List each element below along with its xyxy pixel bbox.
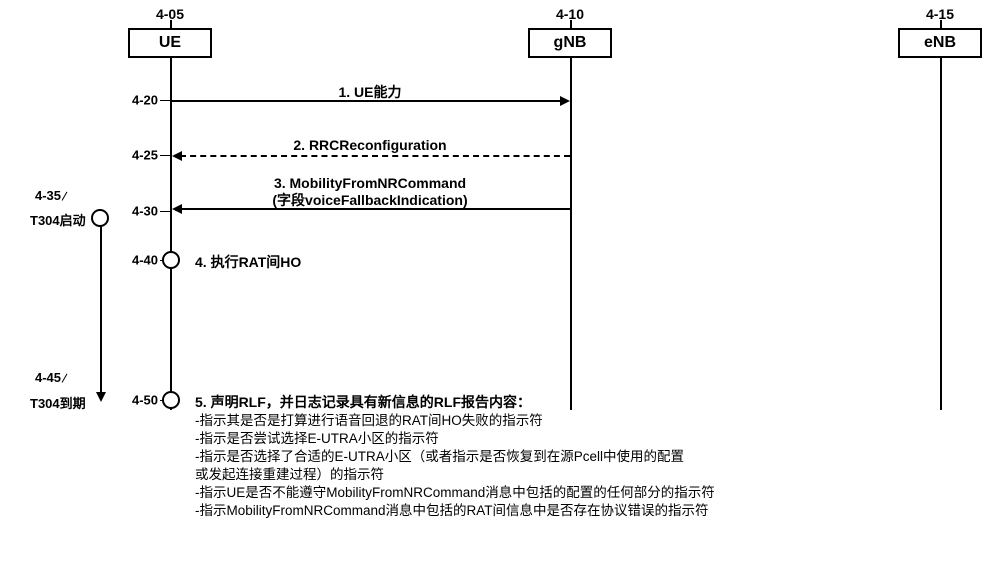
event4-ref: 4-40 [132, 253, 158, 268]
event5-tick [160, 400, 164, 401]
event5-line3: -指示是否选择了合适的E-UTRA小区（或者指示是否恢复到在源Pcell中使用的… [195, 448, 684, 466]
enb-box: eNB [898, 28, 982, 58]
timer-line [100, 226, 102, 392]
msg2-arrow [172, 151, 182, 161]
msg1-ref: 4-20 [132, 93, 158, 108]
msg3-label1: 3. MobilityFromNRCommand [274, 175, 466, 191]
gnb-lifeline [570, 58, 572, 410]
msg2-line [180, 155, 570, 157]
enb-lifeline [940, 58, 942, 410]
event5-line2: -指示是否尝试选择E-UTRA小区的指示符 [195, 430, 439, 448]
msg1-arrow [560, 96, 570, 106]
msg3-line [180, 208, 570, 210]
event5-title: 5. 声明RLF，并日志记录具有新信息的RLF报告内容： [195, 392, 531, 412]
msg3-tick [160, 211, 170, 212]
msg3-arrow [172, 204, 182, 214]
msg1-tick [160, 100, 170, 101]
ue-box: UE [128, 28, 212, 58]
msg1-label: 1. UE能力 [338, 82, 401, 102]
ue-ref-tick [170, 20, 172, 28]
timer-expire-label: T304到期 [30, 393, 86, 412]
timer-arrow [96, 392, 106, 402]
event5-line6: -指示MobilityFromNRCommand消息中包括的RAT间信息中是否存… [195, 502, 709, 520]
event4-tick [160, 260, 164, 261]
event4-circle [162, 251, 180, 269]
timer-start-ref-tick [62, 192, 68, 201]
timer-start-label: T304启动 [30, 210, 86, 229]
gnb-ref-tick [570, 20, 572, 28]
event5-circle [162, 391, 180, 409]
msg3-ref: 4-30 [132, 204, 158, 219]
msg2-label: 2. RRCReconfiguration [293, 137, 446, 153]
sequence-diagram: { "layout": { "width": 1000, "height": 5… [0, 0, 1000, 566]
event5-ref: 4-50 [132, 393, 158, 408]
gnb-box: gNB [528, 28, 612, 58]
event4-label: 4. 执行RAT间HO [195, 252, 301, 272]
timer-expire-ref: 4-45 [35, 370, 61, 385]
msg3-label2: (字段voiceFallbackIndication) [272, 190, 467, 210]
event5-line4: 或发起连接重建过程）的指示符 [195, 466, 384, 484]
event5-line1: -指示其是否是打算进行语音回退的RAT间HO失败的指示符 [195, 412, 543, 430]
enb-ref-tick [940, 20, 942, 28]
timer-start-ref: 4-35 [35, 188, 61, 203]
ue-lifeline [170, 58, 172, 410]
event5-line5: -指示UE是否不能遵守MobilityFromNRCommand消息中包括的配置… [195, 484, 715, 502]
msg2-tick [160, 155, 170, 156]
msg1-line [172, 100, 560, 102]
timer-expire-ref-tick [62, 374, 68, 383]
timer-start-circle [91, 209, 109, 227]
msg2-ref: 4-25 [132, 148, 158, 163]
